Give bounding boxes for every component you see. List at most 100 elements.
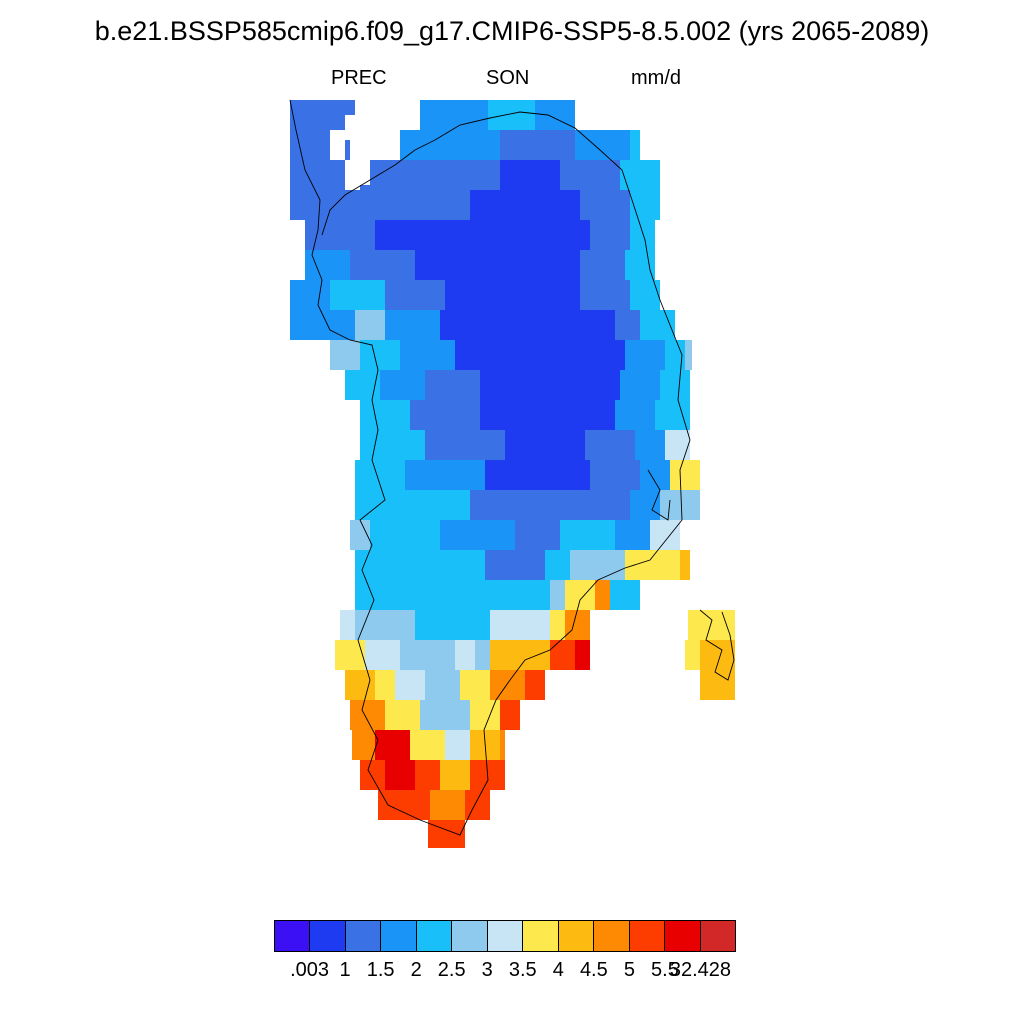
precip-cell (380, 370, 425, 400)
precip-cell (350, 700, 385, 730)
precip-cell (290, 280, 330, 310)
precip-cell (525, 670, 545, 700)
precip-cell (345, 670, 375, 700)
colorbar-swatch (380, 920, 417, 952)
precip-cell (355, 550, 455, 580)
precip-cell (615, 310, 640, 340)
precip-cell (460, 670, 490, 700)
precip-cell (340, 610, 355, 640)
precip-cell (685, 340, 692, 370)
precip-cell (420, 700, 470, 730)
precip-cell (490, 640, 550, 670)
precip-cell (375, 670, 395, 700)
precip-cell (440, 760, 470, 790)
precip-cell (405, 460, 485, 490)
colorbar-swatch (415, 920, 453, 952)
precip-cell (428, 820, 465, 848)
precip-cell (485, 460, 590, 490)
precip-cell (500, 730, 505, 760)
precip-cell (655, 400, 690, 430)
precip-cell (480, 400, 615, 430)
precip-cell (565, 610, 590, 640)
precip-cell (635, 430, 665, 460)
precip-cell (425, 430, 505, 460)
precip-cell (365, 640, 400, 670)
colorbar-label: 4.5 (579, 959, 608, 981)
colorbar-label: 4 (552, 959, 564, 981)
precip-cell (630, 130, 640, 160)
precip-cell (355, 610, 415, 640)
colorbar-swatch (451, 920, 488, 952)
colorbar-swatch (628, 920, 666, 952)
precip-cell (670, 460, 700, 490)
precip-cell (330, 340, 360, 370)
precip-cell (575, 640, 590, 670)
precip-cell (410, 400, 480, 430)
precip-cell (430, 220, 590, 250)
precip-cell (620, 370, 660, 400)
colorbar-swatch (593, 920, 630, 952)
precip-cell (550, 640, 575, 670)
precip-cell (500, 160, 560, 190)
precip-cell (475, 640, 490, 670)
precip-cell (515, 520, 560, 550)
precip-cell (488, 100, 535, 130)
precip-cell (575, 130, 630, 160)
precip-cell (360, 400, 410, 430)
colorbar (274, 920, 737, 952)
precip-cell (350, 520, 370, 550)
precip-cell (345, 370, 380, 400)
colorbar-label: 2 (410, 959, 422, 981)
precip-cell (580, 190, 630, 220)
colorbar-label: 32.428 (669, 959, 732, 981)
precip-cell (355, 310, 385, 340)
precip-cell (565, 580, 595, 610)
precip-cell (570, 550, 625, 580)
precip-cell (305, 220, 375, 250)
precip-cell (545, 550, 570, 580)
precip-cell (385, 760, 415, 790)
precip-cell (550, 580, 565, 610)
precip-cell (595, 580, 610, 610)
colorbar-swatch (522, 920, 559, 952)
precip-cell (370, 520, 440, 550)
precip-cell (580, 280, 630, 310)
precip-cell (490, 670, 525, 700)
precip-cell (415, 610, 490, 640)
precip-cell (305, 250, 350, 280)
precip-cell (355, 580, 440, 610)
precip-cell (665, 430, 690, 460)
precip-cell (465, 790, 490, 820)
precip-cell (445, 730, 470, 760)
precip-cell (360, 760, 385, 790)
precip-cell (500, 700, 520, 730)
precip-cell (330, 280, 385, 310)
precip-cell (630, 490, 660, 520)
precip-cell (385, 700, 420, 730)
precip-cell (395, 670, 425, 700)
missing-cell (355, 160, 370, 185)
precip-cell (680, 550, 690, 580)
precip-cell (420, 100, 488, 130)
colorbar-swatch (557, 920, 595, 952)
precip-field (290, 100, 735, 848)
precip-cell (505, 430, 585, 460)
precip-cell (360, 430, 425, 460)
precip-cell (630, 220, 655, 250)
precip-cell (665, 340, 685, 370)
precip-cell (375, 730, 410, 760)
precip-cell (455, 640, 475, 670)
precip-cell (610, 580, 640, 610)
colorbar-swatch (486, 920, 524, 952)
precip-cell (400, 490, 470, 520)
precip-cell (500, 130, 575, 160)
precip-cell (335, 640, 365, 670)
plot-title: b.e21.BSSP585cmip6.f09_g17.CMIP6-SSP5-8.… (94, 16, 930, 46)
colorbar-swatch (274, 920, 311, 952)
precip-cell (480, 370, 620, 400)
precip-cell (625, 340, 665, 370)
precip-cell (550, 610, 565, 640)
precip-cell (352, 730, 375, 760)
precip-cell (688, 610, 735, 640)
